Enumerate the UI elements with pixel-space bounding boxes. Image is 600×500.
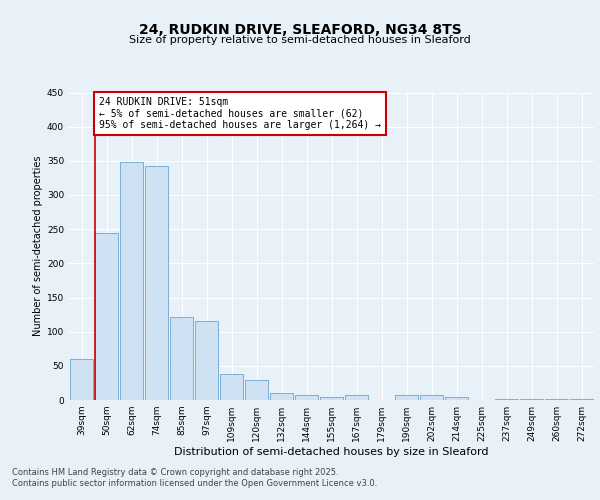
Bar (70, 359, 93, 400)
Text: 24, RUDKIN DRIVE, SLEAFORD, NG34 8TS: 24, RUDKIN DRIVE, SLEAFORD, NG34 8TS (139, 22, 461, 36)
X-axis label: Distribution of semi-detached houses by size in Sleaford: Distribution of semi-detached houses by … (174, 447, 489, 457)
Bar (545, 398, 568, 400)
Text: Contains HM Land Registry data © Crown copyright and database right 2025.
Contai: Contains HM Land Registry data © Crown c… (12, 468, 377, 487)
Bar (520, 398, 543, 400)
Bar (95, 232, 118, 400)
Bar (145, 166, 168, 400)
Bar (420, 395, 443, 400)
Text: 24 RUDKIN DRIVE: 51sqm
← 5% of semi-detached houses are smaller (62)
95% of semi: 24 RUDKIN DRIVE: 51sqm ← 5% of semi-deta… (99, 98, 381, 130)
Y-axis label: Number of semi-detached properties: Number of semi-detached properties (33, 156, 43, 336)
Bar (170, 316, 193, 400)
Bar (445, 396, 468, 400)
Bar (395, 395, 418, 400)
Bar (220, 374, 243, 400)
Bar (495, 398, 518, 400)
Bar (120, 162, 143, 400)
Bar (195, 322, 218, 400)
Bar (295, 395, 318, 400)
Bar (320, 396, 343, 400)
Bar (270, 393, 293, 400)
Text: Size of property relative to semi-detached houses in Sleaford: Size of property relative to semi-detach… (129, 35, 471, 45)
Bar (345, 395, 368, 400)
Bar (245, 380, 268, 400)
